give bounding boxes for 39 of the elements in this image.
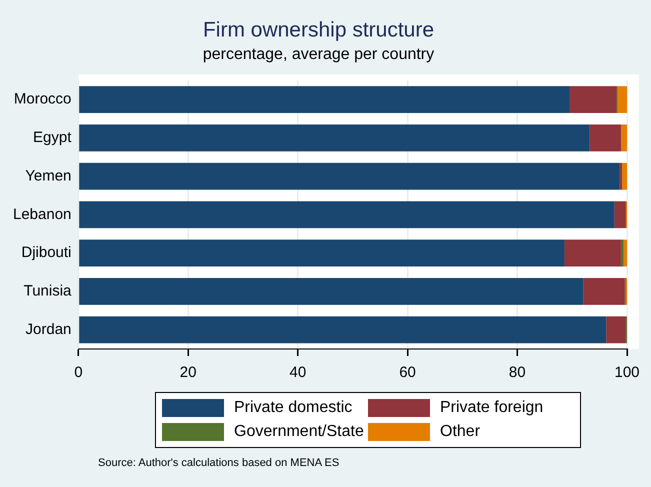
legend-label: Private foreign	[440, 399, 544, 417]
bar	[590, 124, 621, 152]
bar	[79, 201, 614, 228]
y-tick-label: Jordan	[26, 320, 72, 338]
x-tick-label: 60	[399, 364, 416, 382]
bar	[570, 86, 617, 114]
source-note: Source: Author's calculations based on MENA ES	[98, 457, 340, 469]
bar	[79, 124, 590, 152]
bar	[564, 240, 621, 266]
bar	[79, 316, 606, 344]
y-tick-label: Yemen	[25, 167, 72, 184]
x-tick-label: 0	[74, 364, 83, 382]
legend-label: Private domestic	[234, 399, 352, 417]
x-tick-label: 20	[180, 364, 196, 382]
x-tick-label: 100	[614, 364, 640, 382]
legend-label: Government/State	[234, 423, 364, 441]
bar	[79, 162, 620, 190]
bar	[620, 124, 627, 152]
bar	[79, 278, 584, 305]
bar	[583, 278, 625, 305]
bar	[618, 86, 627, 114]
legend-label: Other	[440, 423, 480, 441]
chart-subtitle: percentage, average per country	[202, 46, 434, 64]
y-tick-label: Tunisia	[24, 282, 72, 300]
bar	[620, 162, 622, 190]
y-tick-label: Egypt	[33, 129, 72, 146]
bar	[606, 316, 626, 344]
bar	[620, 240, 624, 266]
y-tick-label: Morocco	[14, 90, 72, 108]
bar	[79, 86, 570, 114]
y-tick-label: Djibouti	[21, 244, 72, 262]
bar	[614, 201, 626, 228]
y-tick-label: Lebanon	[12, 206, 72, 223]
chart-title: Firm ownership structure	[202, 18, 434, 42]
x-tick-label: 40	[289, 364, 306, 382]
bar	[624, 240, 627, 266]
x-tick-label: 80	[508, 364, 526, 382]
bar	[622, 162, 627, 190]
bar	[79, 240, 564, 266]
